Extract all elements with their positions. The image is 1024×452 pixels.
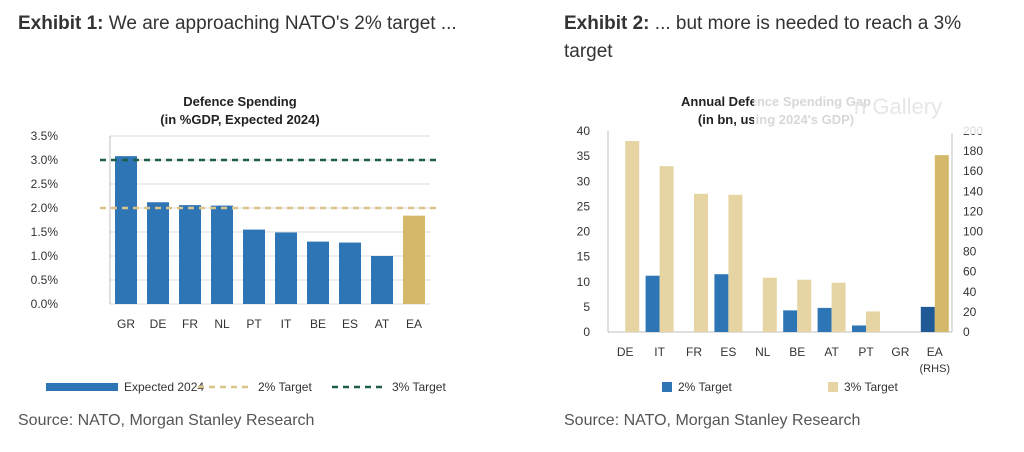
chart-2-right-tick-label: 140 (963, 184, 983, 198)
chart-1-subtitle: (in %GDP, Expected 2024) (160, 112, 319, 127)
chart-2-x-tick-label: IT (654, 345, 665, 359)
chart-2-left-tick-label: 10 (577, 275, 591, 289)
chart-2-right-tick-label: 60 (963, 265, 977, 279)
gallery-watermark: n Gallery (754, 82, 994, 134)
chart-2-left-tick-label: 0 (583, 325, 590, 339)
chart-2-left-tick-label: 20 (577, 225, 591, 239)
chart-2-bar-2pct-be (783, 310, 798, 332)
chart-1-x-tick-label: IT (281, 317, 292, 331)
chart-2-left-tick-label: 35 (577, 149, 591, 163)
chart-2-bar-2pct-it (645, 275, 660, 332)
chart-1-bar-pt (243, 229, 265, 304)
chart-1-bar-es (339, 242, 361, 304)
chart-1-x-tick-label: ES (342, 317, 358, 331)
exhibit-2-label: Exhibit 2: (564, 13, 650, 34)
chart-1-y-tick-label: 3.5% (31, 129, 59, 143)
chart-2-bar-3pct-be (797, 279, 812, 332)
chart-2-x-tick-sublabel: (RHS) (920, 363, 951, 375)
legend-swatch-3pct-target (828, 382, 838, 392)
chart-2-right-tick-label: 0 (963, 325, 970, 339)
legend-label-2pct-target: 2% Target (678, 380, 732, 394)
chart-2-bar-2pct-ea (920, 306, 935, 332)
chart-1-bar-ea (403, 215, 425, 304)
chart-1-bar-be (307, 241, 329, 304)
chart-2-bar-3pct-at (831, 282, 846, 332)
chart-2-bar-3pct-it (659, 166, 674, 332)
exhibit-1: Exhibit 1: We are approaching NATO's 2% … (18, 0, 488, 452)
exhibit-1-headline: We are approaching NATO's 2% target ... (103, 13, 457, 34)
exhibit-2: Exhibit 2: ... but more is needed to rea… (564, 0, 1024, 452)
chart-2-bar-2pct-es (714, 274, 729, 332)
chart-2-left-tick-label: 40 (577, 124, 591, 138)
chart-2-right-tick-label: 180 (963, 144, 983, 158)
chart-1-x-tick-label: GR (117, 317, 135, 331)
chart-2-left-tick-label: 30 (577, 174, 591, 188)
exhibit-1-source: Source: NATO, Morgan Stanley Research (18, 412, 315, 429)
exhibit-2-source: Source: NATO, Morgan Stanley Research (564, 412, 861, 429)
chart-2-x-tick-label: ES (720, 345, 736, 359)
legend-swatch-2pct-target (662, 382, 672, 392)
legend-label-2pct-target: 2% Target (258, 380, 312, 394)
chart-2-left-tick-label: 5 (583, 300, 590, 314)
legend-swatch-expected-2024 (46, 383, 118, 391)
chart-1-bar-de (147, 202, 169, 304)
chart-2-x-tick-label: GR (891, 345, 909, 359)
chart-2-x-tick-label: BE (789, 345, 805, 359)
chart-2-right-tick-label: 80 (963, 245, 977, 259)
defence-spending-gap-chart: Annual Defence Spending Gap(in bn, using… (577, 94, 984, 394)
chart-2-right-tick-label: 40 (963, 285, 977, 299)
chart-2-right-tick-label: 20 (963, 305, 977, 319)
chart-1-y-tick-label: 2.0% (31, 201, 59, 215)
chart-1-bar-it (275, 232, 297, 304)
chart-1-x-tick-label: BE (310, 317, 326, 331)
chart-1-y-tick-label: 3.0% (31, 153, 59, 167)
chart-1-bar-fr (179, 205, 201, 304)
chart-2-left-tick-label: 15 (577, 250, 591, 264)
chart-2-right-tick-label: 100 (963, 225, 983, 239)
chart-2-x-tick-label: PT (858, 345, 874, 359)
chart-1-x-tick-label: FR (182, 317, 198, 331)
chart-2-left-tick-label: 25 (577, 199, 591, 213)
exhibit-1-label: Exhibit 1: (18, 13, 104, 34)
watermark-text: n Gallery (854, 94, 943, 119)
chart-2-x-tick-label: DE (617, 345, 634, 359)
chart-2-bar-3pct-pt (866, 311, 880, 332)
legend-label-3pct-target: 3% Target (844, 380, 898, 394)
chart-1-bar-nl (211, 205, 233, 304)
chart-1-y-tick-label: 1.0% (31, 249, 59, 263)
defence-spending-chart: Defence Spending (in %GDP, Expected 2024)… (31, 94, 447, 394)
chart-2-bar-3pct-ea (934, 155, 949, 332)
chart-1-title: Defence Spending (183, 94, 296, 109)
chart-1-x-tick-label: DE (150, 317, 167, 331)
chart-1-bar-gr (115, 156, 137, 304)
chart-1-y-tick-label: 0.0% (31, 297, 59, 311)
legend-label-3pct-target: 3% Target (392, 380, 446, 394)
chart-2-bar-3pct-fr (694, 193, 708, 332)
chart-1-x-tick-label: NL (214, 317, 230, 331)
chart-1-y-tick-label: 2.5% (31, 177, 59, 191)
chart-2-x-tick-label: EA (927, 345, 943, 359)
chart-1-y-tick-label: 1.5% (31, 225, 59, 239)
chart-2-bar-2pct-pt (852, 325, 866, 332)
chart-2-bar-2pct-at (817, 307, 832, 332)
chart-1-x-tick-label: PT (246, 317, 262, 331)
legend-label-expected-2024: Expected 2024 (124, 380, 204, 394)
chart-1-x-tick-label: AT (375, 317, 390, 331)
exhibit-2-headline: ... but more is needed to reach a 3% tar… (564, 13, 962, 62)
chart-2-x-tick-label: FR (686, 345, 702, 359)
exhibit-1-heading: Exhibit 1: We are approaching NATO's 2% … (18, 10, 458, 38)
chart-2-bar-3pct-es (728, 194, 743, 332)
exhibit-2-heading: Exhibit 2: ... but more is needed to rea… (564, 10, 1004, 66)
chart-2-bar-3pct-de (625, 141, 640, 332)
chart-2-x-tick-label: NL (755, 345, 771, 359)
chart-1-y-tick-label: 0.5% (31, 273, 59, 287)
chart-2-x-tick-label: AT (824, 345, 839, 359)
chart-2-right-tick-label: 120 (963, 204, 983, 218)
chart-1-x-tick-label: EA (406, 317, 422, 331)
chart-2-right-tick-label: 160 (963, 164, 983, 178)
chart-1-bar-at (371, 256, 393, 304)
chart-2-bar-3pct-nl (762, 277, 777, 332)
